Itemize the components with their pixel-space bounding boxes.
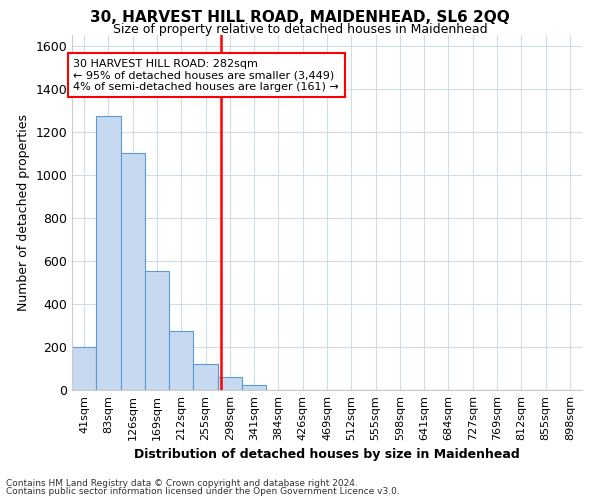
Text: Contains public sector information licensed under the Open Government Licence v3: Contains public sector information licen…	[6, 488, 400, 496]
Text: 30 HARVEST HILL ROAD: 282sqm
← 95% of detached houses are smaller (3,449)
4% of : 30 HARVEST HILL ROAD: 282sqm ← 95% of de…	[73, 58, 339, 92]
Bar	[242, 384, 266, 390]
Text: Size of property relative to detached houses in Maidenhead: Size of property relative to detached ho…	[113, 22, 487, 36]
Text: Contains HM Land Registry data © Crown copyright and database right 2024.: Contains HM Land Registry data © Crown c…	[6, 478, 358, 488]
Text: 30, HARVEST HILL ROAD, MAIDENHEAD, SL6 2QQ: 30, HARVEST HILL ROAD, MAIDENHEAD, SL6 2…	[90, 10, 510, 25]
Bar	[72, 347, 96, 390]
Bar	[193, 364, 218, 390]
Y-axis label: Number of detached properties: Number of detached properties	[17, 114, 30, 311]
Bar	[96, 116, 121, 390]
Bar	[218, 377, 242, 390]
X-axis label: Distribution of detached houses by size in Maidenhead: Distribution of detached houses by size …	[134, 448, 520, 462]
Bar	[145, 270, 169, 390]
Bar	[121, 154, 145, 390]
Bar	[169, 331, 193, 390]
